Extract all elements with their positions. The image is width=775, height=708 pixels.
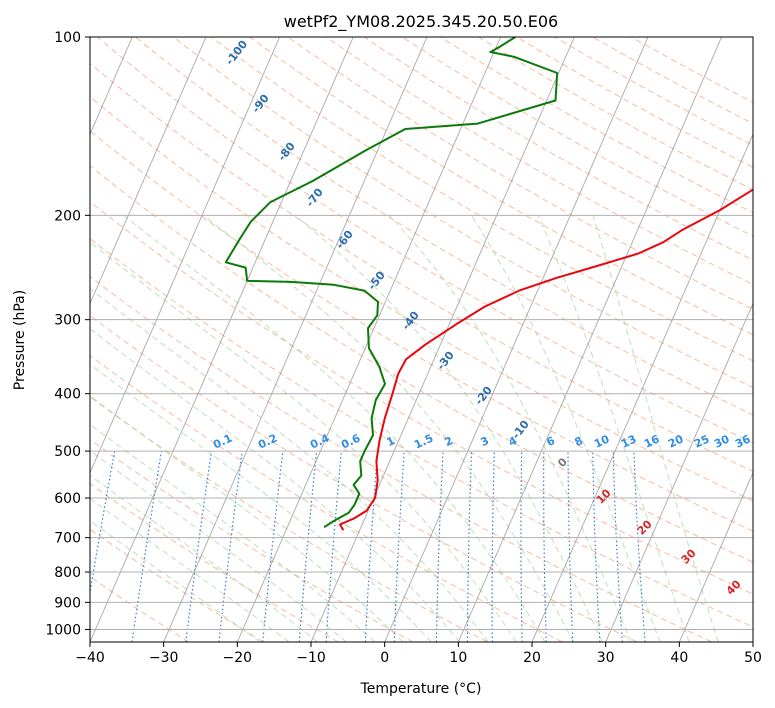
x-tick-label: 0 bbox=[380, 650, 389, 666]
x-tick-label: −40 bbox=[75, 650, 105, 666]
grid-lines bbox=[90, 37, 753, 642]
mixing-ratio-line bbox=[218, 451, 243, 642]
moist-adiabat-line bbox=[90, 450, 347, 642]
moist-adiabat-line bbox=[537, 215, 690, 642]
moist-adiabat-line bbox=[90, 241, 517, 642]
mixing-ratio-line bbox=[325, 451, 342, 642]
isotherm-line bbox=[90, 37, 281, 474]
profile-series-1 bbox=[339, 188, 753, 531]
dry-adiabat-line bbox=[90, 238, 753, 628]
profile-series-2 bbox=[224, 37, 559, 529]
moist-adiabat-line bbox=[592, 215, 719, 642]
isotherm-line bbox=[163, 37, 428, 642]
x-tick-label: 40 bbox=[670, 650, 688, 666]
chart-title: wetPf2_YM08.2025.345.20.50.E06 bbox=[284, 12, 558, 32]
moist-adiabat-line bbox=[202, 214, 575, 642]
dry-adiabat-line bbox=[90, 201, 753, 595]
mixing-ratio-label: 16 bbox=[642, 432, 662, 450]
mixing-ratio-label: 13 bbox=[619, 432, 638, 450]
y-tick-label: 500 bbox=[54, 444, 81, 460]
series-layer bbox=[224, 37, 753, 531]
dry-adiabat-line bbox=[90, 275, 712, 642]
dry-adiabat-line bbox=[90, 165, 753, 563]
isotherm-line bbox=[90, 37, 207, 305]
x-tick-label: 20 bbox=[523, 650, 541, 666]
mixing-ratio-label: 30 bbox=[712, 432, 732, 450]
y-tick-label: 600 bbox=[54, 491, 81, 507]
x-axis: −40 −30 −20 −10 0 10 20 30 40 50 bbox=[75, 642, 762, 666]
moist-adiabat-line bbox=[90, 474, 319, 642]
y-axis-title: Pressure (hPa) bbox=[12, 290, 28, 390]
x-tick-label: −20 bbox=[223, 650, 253, 666]
y-tick-label: 700 bbox=[54, 531, 81, 547]
y-axis: 100 200 300 400 500 600 700 800 900 1000 bbox=[45, 30, 90, 638]
y-tick-label: 200 bbox=[54, 208, 81, 224]
isotherm-line bbox=[384, 37, 649, 642]
dry-adiabat-line bbox=[90, 96, 753, 502]
y-tick-label: 400 bbox=[54, 387, 81, 403]
moist-adiabat-line bbox=[90, 423, 376, 642]
mixing-ratio-label: 10 bbox=[592, 432, 612, 450]
mixing-ratio-label: 36 bbox=[733, 432, 753, 450]
x-axis-title: Temperature (°C) bbox=[360, 681, 482, 697]
isotherm-line bbox=[531, 133, 753, 642]
isotherm-line bbox=[90, 37, 354, 642]
dry-adiabat-line bbox=[90, 438, 414, 642]
moist-adiabat-line bbox=[90, 395, 404, 642]
mixing-ratio-label: 20 bbox=[666, 432, 686, 450]
x-tick-label: −30 bbox=[149, 650, 179, 666]
dry-adiabat-line bbox=[90, 62, 753, 473]
y-tick-label: 100 bbox=[54, 30, 81, 46]
isotherm-line bbox=[605, 302, 753, 642]
moist-adiabat-line bbox=[123, 214, 546, 642]
x-tick-label: −10 bbox=[296, 650, 326, 666]
moist-adiabat-line bbox=[90, 328, 461, 642]
x-tick-label: 30 bbox=[597, 650, 615, 666]
mixing-ratio-line bbox=[262, 451, 284, 642]
mixing-ratio-line bbox=[298, 451, 318, 642]
y-tick-label: 800 bbox=[54, 565, 81, 581]
isotherm-line bbox=[310, 37, 575, 642]
dry-adiabat-line bbox=[211, 37, 753, 362]
mixing-ratio-label: 25 bbox=[692, 432, 711, 450]
y-tick-label: 300 bbox=[54, 313, 81, 329]
y-tick-label: 900 bbox=[54, 595, 81, 611]
moist-adiabat-line bbox=[294, 214, 603, 642]
dry-adiabat-line bbox=[287, 37, 753, 310]
moist-adiabat-line bbox=[470, 215, 661, 642]
dry-adiabat-line bbox=[325, 37, 753, 285]
moist-adiabat-line bbox=[90, 520, 261, 642]
dry-adiabat-line bbox=[90, 314, 638, 642]
moist-adiabat-line bbox=[388, 214, 632, 642]
isotherm-line bbox=[457, 37, 723, 642]
plot-frame bbox=[89, 36, 754, 643]
dry-adiabat-line bbox=[90, 354, 563, 642]
x-tick-label: 50 bbox=[744, 650, 762, 666]
y-tick-label: 1000 bbox=[45, 622, 81, 638]
isotherm-line bbox=[678, 471, 753, 642]
x-tick-label: 10 bbox=[449, 650, 467, 666]
moist-adiabat-line bbox=[90, 497, 290, 642]
dry-adiabat-line bbox=[134, 37, 753, 416]
dry-adiabat-line bbox=[90, 483, 339, 642]
mixing-ratio-line bbox=[185, 451, 213, 642]
dry-adiabat-line bbox=[90, 130, 753, 532]
